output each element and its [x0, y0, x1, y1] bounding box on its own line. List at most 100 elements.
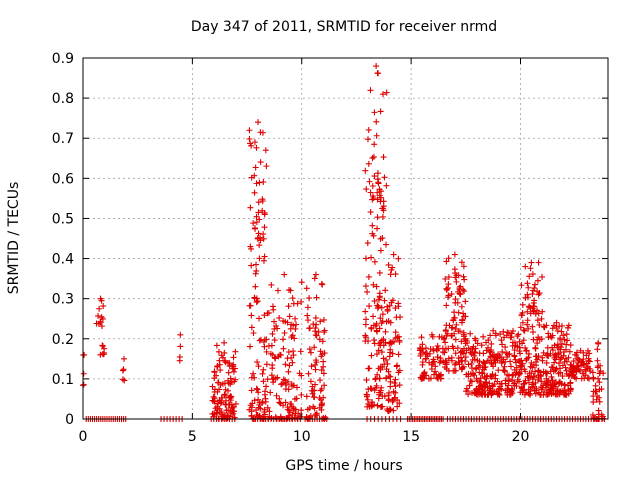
chart-title: Day 347 of 2011, SRMTID for receiver nrm… [191, 19, 497, 35]
data-point [589, 369, 596, 376]
data-point [255, 363, 262, 370]
data-point [274, 325, 281, 332]
data-point [304, 312, 311, 319]
data-point [441, 349, 448, 356]
data-point [370, 322, 377, 329]
data-point [522, 263, 529, 270]
data-point [389, 350, 396, 357]
data-point [451, 309, 458, 316]
data-point [291, 335, 298, 342]
data-point [264, 404, 271, 411]
data-point [458, 338, 465, 345]
data-point [260, 231, 267, 238]
data-point [534, 317, 541, 324]
data-point [533, 353, 540, 360]
data-point [449, 343, 456, 350]
data-point [479, 386, 486, 393]
data-point [383, 89, 390, 96]
data-point [455, 358, 462, 365]
data-point [504, 354, 511, 361]
data-point [256, 412, 263, 419]
data-point [383, 375, 390, 382]
data-point [524, 308, 531, 315]
data-point [382, 328, 389, 335]
data-point [177, 331, 184, 338]
data-point [475, 388, 482, 395]
data-point [505, 376, 512, 383]
data-point [101, 349, 108, 356]
data-point [478, 342, 485, 349]
data-point [253, 299, 260, 306]
data-point [507, 358, 514, 365]
data-point [486, 380, 493, 387]
data-point [230, 368, 237, 375]
data-point [481, 391, 488, 398]
data-point [373, 132, 380, 139]
data-point [488, 391, 495, 398]
data-point [539, 384, 546, 391]
data-point [311, 275, 318, 282]
data-point [549, 325, 556, 332]
data-point [280, 376, 287, 383]
data-point [259, 207, 266, 214]
data-point [496, 385, 503, 392]
data-point [535, 368, 542, 375]
x-tick-label: 20 [512, 429, 530, 445]
data-point [511, 366, 518, 373]
data-point [253, 385, 260, 392]
data-point [276, 314, 283, 321]
data-point [374, 196, 381, 203]
data-point [263, 163, 270, 170]
data-point [419, 345, 426, 352]
data-point [282, 399, 289, 406]
data-point [254, 386, 261, 393]
data-point [256, 337, 263, 344]
data-point [392, 376, 399, 383]
data-point [269, 376, 276, 383]
data-point [386, 340, 393, 347]
data-point [384, 303, 391, 310]
data-point [529, 323, 536, 330]
data-point [477, 378, 484, 385]
data-point [462, 298, 469, 305]
data-point [445, 355, 452, 362]
data-point [539, 308, 546, 315]
data-point [320, 316, 327, 323]
data-point [490, 363, 497, 370]
data-point [502, 344, 509, 351]
data-point [573, 349, 580, 356]
data-point [217, 367, 224, 374]
data-point [392, 383, 399, 390]
data-point [384, 360, 391, 367]
data-point [318, 353, 325, 360]
data-point [376, 340, 383, 347]
data-point [385, 392, 392, 399]
data-point [292, 315, 299, 322]
data-point [263, 383, 270, 390]
data-point [263, 361, 270, 368]
data-point [394, 334, 401, 341]
data-point [121, 377, 128, 384]
data-point [564, 337, 571, 344]
data-point [478, 389, 485, 396]
data-point [313, 359, 320, 366]
data-point [290, 352, 297, 359]
data-point [274, 374, 281, 381]
data-point [254, 298, 261, 305]
data-point [561, 348, 568, 355]
data-point [261, 343, 268, 350]
data-point [98, 314, 105, 321]
data-point [516, 348, 523, 355]
data-point [320, 415, 327, 422]
data-point [248, 412, 255, 419]
data-point [531, 285, 538, 292]
data-point [255, 230, 262, 237]
data-point [312, 314, 319, 321]
data-point [264, 310, 271, 317]
plot-frame [82, 57, 609, 420]
data-point [378, 337, 385, 344]
data-point [392, 271, 399, 278]
data-point [265, 342, 272, 349]
data-point [252, 270, 259, 277]
